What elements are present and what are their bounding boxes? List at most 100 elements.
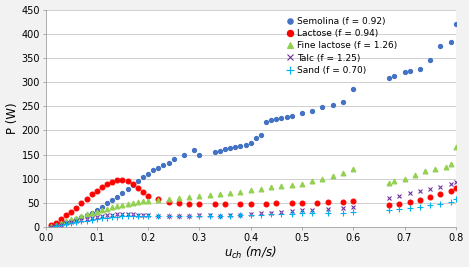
Talc (f = 1.25) — [207, 214, 212, 217]
Talc (f = 1.25) — [453, 180, 459, 184]
Fine lactose (f = 1.26) — [140, 200, 146, 203]
Talc (f = 1.25) — [109, 213, 115, 217]
Fine lactose (f = 1.26) — [340, 171, 346, 175]
Fine lactose (f = 1.26) — [432, 167, 438, 171]
Fine lactose (f = 1.26) — [186, 195, 192, 199]
Talc (f = 1.25) — [438, 186, 443, 189]
Fine lactose (f = 1.26) — [145, 199, 151, 202]
Talc (f = 1.25) — [68, 221, 74, 224]
Sand (f = 0.70) — [63, 222, 69, 226]
Sand (f = 0.70) — [79, 220, 84, 223]
Talc (f = 1.25) — [299, 209, 305, 212]
Talc (f = 1.25) — [74, 220, 79, 223]
Sand (f = 0.70) — [340, 211, 346, 214]
Sand (f = 0.70) — [130, 215, 136, 218]
Lactose (f = 0.94) — [104, 183, 110, 186]
Sand (f = 0.70) — [94, 217, 99, 220]
Lactose (f = 0.94) — [453, 187, 459, 190]
Talc (f = 1.25) — [325, 207, 331, 210]
Lactose (f = 0.94) — [145, 194, 151, 197]
Fine lactose (f = 1.26) — [238, 190, 243, 193]
Semolina (f = 0.92) — [453, 22, 459, 26]
Lactose (f = 0.94) — [63, 214, 69, 217]
Fine lactose (f = 1.26) — [402, 177, 408, 180]
Fine lactose (f = 1.26) — [104, 207, 110, 210]
Fine lactose (f = 1.26) — [289, 183, 295, 187]
Sand (f = 0.70) — [109, 216, 115, 219]
Lactose (f = 0.94) — [48, 223, 53, 227]
Sand (f = 0.70) — [176, 214, 182, 218]
Lactose (f = 0.94) — [417, 198, 423, 202]
Lactose (f = 0.94) — [427, 195, 433, 199]
Fine lactose (f = 1.26) — [279, 185, 284, 188]
Fine lactose (f = 1.26) — [79, 214, 84, 218]
Fine lactose (f = 1.26) — [448, 163, 454, 166]
Talc (f = 1.25) — [238, 213, 243, 217]
Lactose (f = 0.94) — [84, 197, 90, 201]
Talc (f = 1.25) — [227, 214, 233, 217]
Fine lactose (f = 1.26) — [166, 197, 172, 201]
Fine lactose (f = 1.26) — [120, 203, 125, 206]
Sand (f = 0.70) — [227, 214, 233, 218]
Fine lactose (f = 1.26) — [89, 211, 94, 215]
Lactose (f = 0.94) — [58, 218, 64, 221]
Sand (f = 0.70) — [74, 221, 79, 224]
Talc (f = 1.25) — [176, 215, 182, 218]
Fine lactose (f = 1.26) — [299, 182, 305, 185]
Semolina (f = 0.92) — [79, 216, 84, 219]
Sand (f = 0.70) — [53, 225, 59, 228]
Fine lactose (f = 1.26) — [68, 218, 74, 221]
Fine lactose (f = 1.26) — [258, 187, 264, 190]
Fine lactose (f = 1.26) — [135, 200, 141, 203]
Y-axis label: P (W): P (W) — [6, 103, 19, 134]
Lactose (f = 0.94) — [273, 201, 279, 205]
Line: Lactose (f = 0.94): Lactose (f = 0.94) — [48, 177, 458, 227]
Fine lactose (f = 1.26) — [453, 146, 459, 149]
Semolina (f = 0.92) — [222, 147, 228, 150]
Fine lactose (f = 1.26) — [48, 225, 53, 228]
Lactose (f = 0.94) — [114, 179, 120, 182]
Talc (f = 1.25) — [120, 212, 125, 215]
Sand (f = 0.70) — [289, 212, 295, 215]
Lactose (f = 0.94) — [197, 203, 202, 206]
Fine lactose (f = 1.26) — [320, 177, 325, 180]
Line: Talc (f = 1.25): Talc (f = 1.25) — [48, 180, 458, 229]
Line: Semolina (f = 0.92): Semolina (f = 0.92) — [49, 22, 458, 228]
Talc (f = 1.25) — [397, 194, 402, 197]
Lactose (f = 0.94) — [222, 202, 228, 205]
Lactose (f = 0.94) — [99, 186, 105, 189]
Sand (f = 0.70) — [120, 215, 125, 218]
Sand (f = 0.70) — [258, 213, 264, 217]
Talc (f = 1.25) — [310, 208, 315, 211]
Fine lactose (f = 1.26) — [412, 174, 417, 177]
Lactose (f = 0.94) — [325, 200, 331, 203]
Lactose (f = 0.94) — [135, 187, 141, 190]
Fine lactose (f = 1.26) — [109, 206, 115, 209]
Sand (f = 0.70) — [407, 206, 412, 209]
Semolina (f = 0.92) — [125, 188, 130, 191]
Sand (f = 0.70) — [448, 200, 454, 203]
Lactose (f = 0.94) — [248, 202, 253, 205]
Lactose (f = 0.94) — [315, 201, 320, 205]
Talc (f = 1.25) — [125, 212, 130, 215]
Fine lactose (f = 1.26) — [99, 209, 105, 212]
Talc (f = 1.25) — [350, 205, 356, 208]
Lactose (f = 0.94) — [125, 179, 130, 183]
Sand (f = 0.70) — [268, 213, 274, 216]
Lactose (f = 0.94) — [120, 178, 125, 181]
Talc (f = 1.25) — [289, 210, 295, 213]
Talc (f = 1.25) — [386, 197, 392, 200]
Fine lactose (f = 1.26) — [330, 175, 335, 178]
Semolina (f = 0.92) — [94, 208, 99, 211]
Lactose (f = 0.94) — [350, 200, 356, 203]
Lactose (f = 0.94) — [407, 200, 412, 203]
Talc (f = 1.25) — [156, 214, 161, 218]
Talc (f = 1.25) — [84, 218, 90, 221]
Lactose (f = 0.94) — [94, 189, 99, 192]
Semolina (f = 0.92) — [284, 115, 289, 119]
Fine lactose (f = 1.26) — [386, 181, 392, 184]
Legend: Semolina (f = 0.92), Lactose (f = 0.94), Fine lactose (f = 1.26), Talc (f = 1.25: Semolina (f = 0.92), Lactose (f = 0.94),… — [286, 16, 398, 76]
Line: Fine lactose (f = 1.26): Fine lactose (f = 1.26) — [48, 145, 458, 229]
Line: Sand (f = 0.70): Sand (f = 0.70) — [47, 196, 459, 230]
Sand (f = 0.70) — [217, 214, 223, 218]
